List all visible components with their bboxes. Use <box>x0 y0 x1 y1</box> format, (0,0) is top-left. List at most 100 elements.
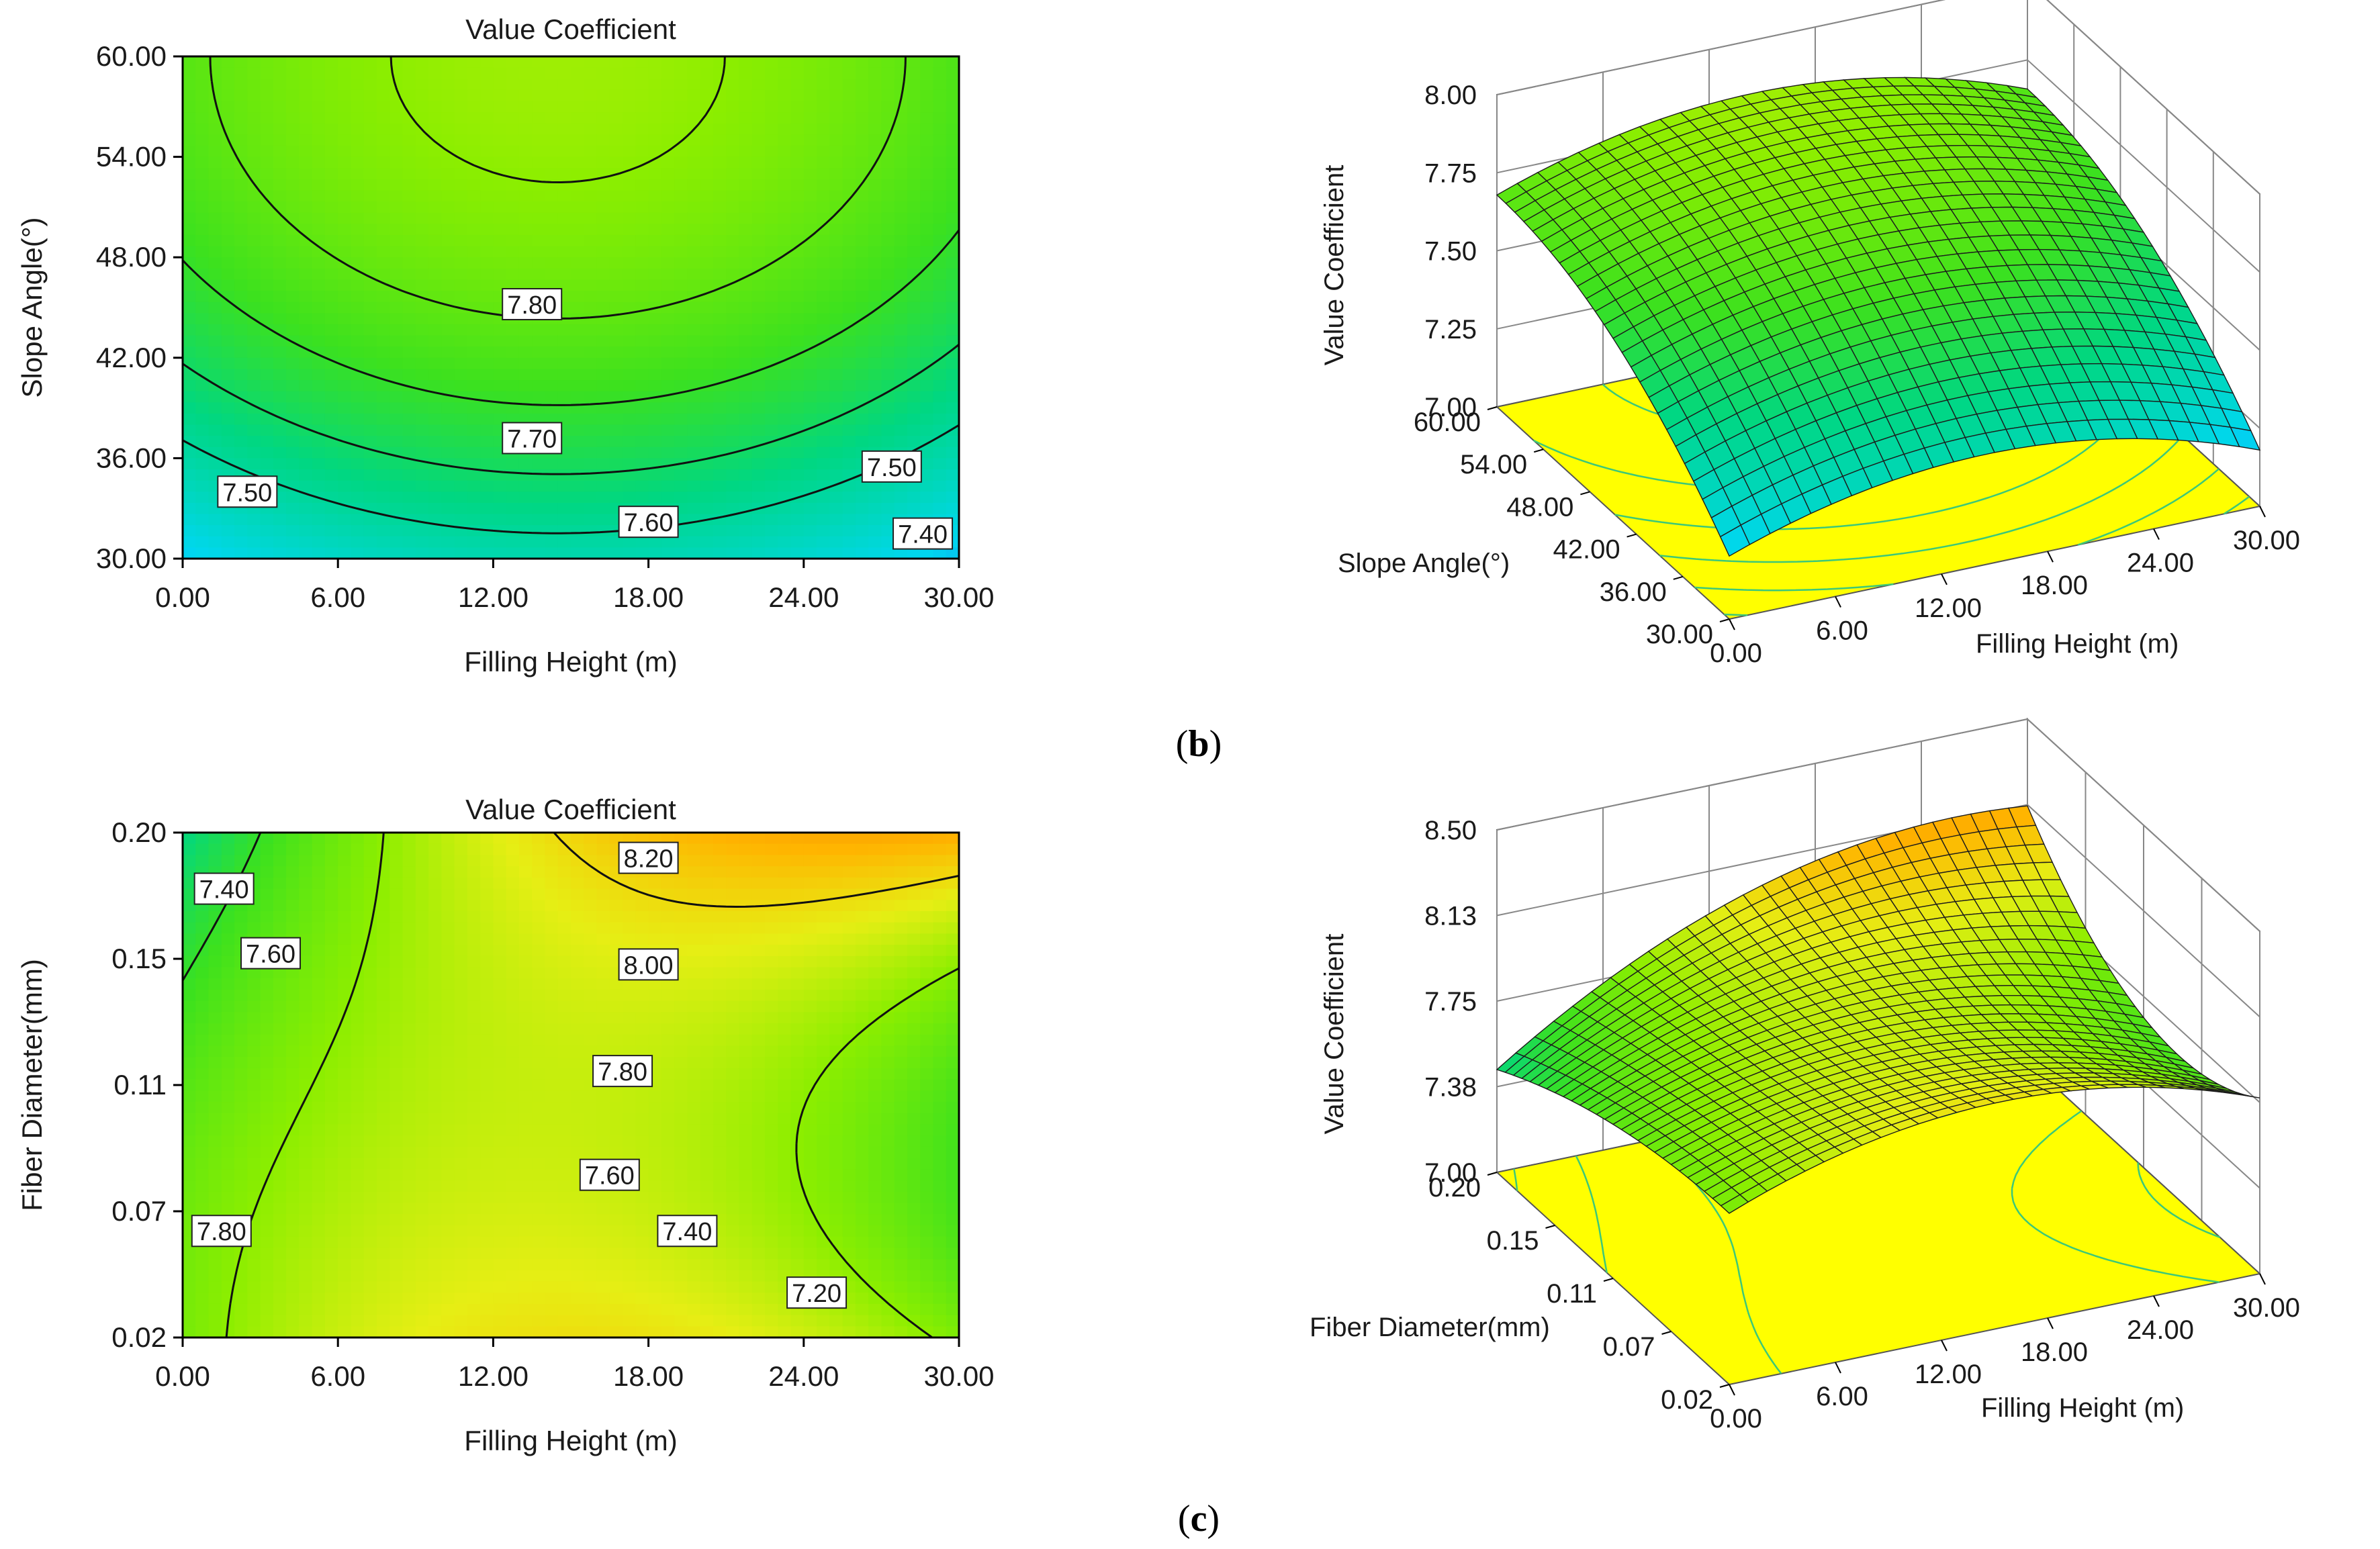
chart-b-heat-cell <box>894 179 908 191</box>
chart-b-heat-cell <box>648 168 662 180</box>
chart-b-heat-cell <box>648 447 662 459</box>
chart-b-heat-cell <box>402 313 416 325</box>
chart-b-heat-cell <box>441 224 455 236</box>
chart-b-heat-cell <box>351 156 365 169</box>
chart-c-heat-cell <box>260 1259 274 1271</box>
chart-b-heat-cell <box>687 268 701 281</box>
chart-c-heat-cell <box>247 1326 261 1337</box>
chart-b-heat-cell <box>687 369 701 381</box>
chart-c-heat-cell <box>183 1270 197 1282</box>
chart-b-heat-cell <box>739 525 753 537</box>
chart-c-heat-cell <box>338 1034 352 1047</box>
chart-c-heat-cell <box>195 1293 210 1305</box>
chart-b-x-tick-label: 0.00 <box>155 581 210 613</box>
chart-c-heat-cell <box>557 989 571 1002</box>
chart-c-heat-cell <box>571 1225 585 1237</box>
chart-b-heat-cell <box>208 536 222 549</box>
chart-c-heat-cell <box>273 1124 287 1136</box>
chart-b-heat-cell <box>700 234 714 247</box>
chart-b-heat-cell <box>687 480 701 493</box>
chart-b-heat-cell <box>454 447 468 459</box>
chart-b-heat-cell <box>842 424 856 436</box>
chart-b-heat-cell <box>454 268 468 281</box>
chart-b-heat-cell <box>713 480 727 493</box>
chart-b-heat-cell <box>402 279 416 291</box>
chart-b-heat-cell <box>545 391 559 404</box>
chart-b-heat-cell <box>518 369 533 381</box>
chart-b-heat-cell <box>183 179 197 191</box>
chart-b-heat-cell <box>183 469 197 481</box>
chart-c-heat-cell <box>584 1203 598 1215</box>
chart-b-heat-cell <box>363 324 377 336</box>
chart-b-heat-cell <box>428 536 443 549</box>
chart-b-heat-cell <box>324 224 338 236</box>
chart-b-heat-cell <box>480 536 494 549</box>
chart-c-heat-cell <box>390 1236 404 1249</box>
chart-b-heat-cell <box>700 123 714 136</box>
chart-b-heat-cell <box>907 324 921 336</box>
chart-b-heat-cell <box>739 424 753 436</box>
chart-c-heat-cell <box>286 1135 300 1147</box>
chart-c-heat-cell <box>351 1057 365 1069</box>
chart-b-heat-cell <box>338 380 352 392</box>
chart-c-heat-cell <box>260 1079 274 1092</box>
chart-c-heat-cell <box>377 1146 391 1159</box>
chart-b-heat-cell <box>377 402 391 414</box>
chart-c-heat-cell <box>506 922 520 935</box>
chart-b-heat-cell <box>623 413 637 426</box>
chart-b-heat-cell <box>894 190 908 202</box>
chart-c-heat-cell <box>454 1113 468 1125</box>
chart-b-heat-cell <box>829 424 843 436</box>
chart-b-heat-cell <box>415 257 429 269</box>
chart-c-heat-cell <box>390 922 404 935</box>
chart-b-heat-cell <box>312 212 326 225</box>
surface-b-y-tick <box>1627 533 1637 538</box>
chart-b-heat-cell <box>829 525 843 537</box>
chart-b-heat-cell <box>751 458 766 470</box>
chart-c-heat-cell <box>557 1326 571 1337</box>
chart-b-heat-cell <box>687 168 701 180</box>
chart-b-heat-cell <box>855 257 869 269</box>
chart-c-heat-cell <box>518 922 533 935</box>
chart-b-heat-cell <box>183 257 197 269</box>
chart-b-heat-cell <box>803 56 817 68</box>
chart-c-heat-cell <box>312 1214 326 1226</box>
chart-b-heat-cell <box>467 257 481 269</box>
chart-b-heat-cell <box>234 123 248 136</box>
chart-b-heat-cell <box>390 246 404 258</box>
chart-b-heat-cell <box>881 168 895 180</box>
chart-b-heat-cell <box>817 469 831 481</box>
chart-b-heat-cell <box>480 279 494 291</box>
chart-b-heat-cell <box>661 291 675 303</box>
chart-b-heat-cell <box>557 79 571 91</box>
chart-b-heat-cell <box>920 201 934 214</box>
chart-b-heat-cell <box>312 369 326 381</box>
chart-b-heat-cell <box>312 547 326 559</box>
chart-c-heat-cell <box>571 1023 585 1035</box>
chart-b-heat-cell <box>687 525 701 537</box>
chart-c-heat-cell <box>234 1090 248 1102</box>
chart-b-heat-cell <box>674 357 688 370</box>
chart-b-heat-cell <box>674 168 688 180</box>
chart-b-heat-cell <box>260 424 274 436</box>
chart-b-heat-cell <box>571 212 585 225</box>
chart-b-heat-cell <box>661 201 675 214</box>
chart-c-heat-cell <box>454 1045 468 1058</box>
chart-b-heat-cell <box>635 346 649 359</box>
chart-c-heat-cell <box>596 1293 610 1305</box>
chart-b-heat-cell <box>312 480 326 493</box>
chart-b-heat-cell <box>518 234 533 247</box>
chart-c-heat-cell <box>415 1169 429 1181</box>
chart-b-heat-cell <box>480 547 494 559</box>
chart-c-heat-cell <box>286 1214 300 1226</box>
chart-c-heat-cell <box>312 866 326 878</box>
chart-b-heat-cell <box>195 201 210 214</box>
chart-c-heat-cell <box>324 1281 338 1293</box>
chart-b-heat-cell <box>221 369 235 381</box>
chart-c-heat-cell <box>596 910 610 923</box>
chart-c-heat-cell <box>506 1012 520 1024</box>
chart-b-heat-cell <box>868 145 882 158</box>
chart-b-heat-cell <box>596 301 610 314</box>
chart-c-heat-cell <box>286 1270 300 1282</box>
chart-b-heat-cell <box>894 480 908 493</box>
